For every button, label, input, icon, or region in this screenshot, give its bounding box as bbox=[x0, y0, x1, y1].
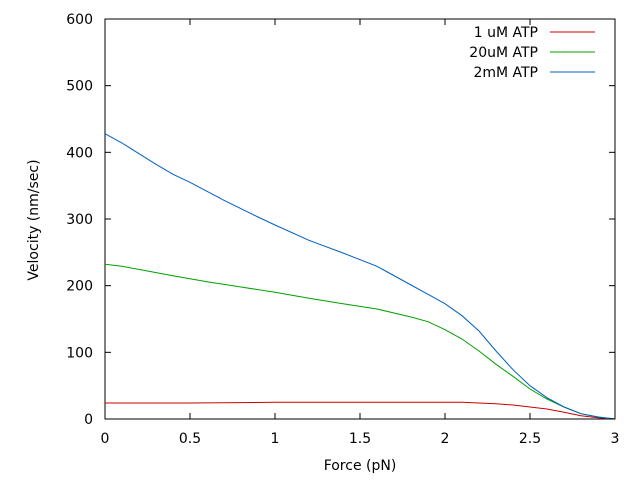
y-tick-label: 200 bbox=[66, 279, 93, 295]
y-tick-label: 100 bbox=[66, 345, 93, 361]
legend-label-2: 20uM ATP bbox=[469, 45, 538, 61]
x-tick-label: 2.5 bbox=[519, 431, 541, 447]
x-tick-label: 0.5 bbox=[179, 431, 201, 447]
y-tick-label: 0 bbox=[84, 412, 93, 428]
y-tick-label: 300 bbox=[66, 212, 93, 228]
legend-label-3: 2mM ATP bbox=[473, 65, 538, 81]
x-tick-label: 2 bbox=[441, 431, 450, 447]
series-group bbox=[104, 133, 616, 420]
y-tick-label: 500 bbox=[66, 79, 93, 95]
series-line-1 bbox=[105, 401, 616, 420]
plot-frame-group bbox=[104, 18, 616, 420]
x-tick-label: 3 bbox=[611, 431, 620, 447]
x-axis-label: Force (pN) bbox=[324, 458, 397, 474]
series-line-2 bbox=[104, 263, 616, 420]
y-axis-label: Velocity (nm/sec) bbox=[26, 159, 42, 280]
y-tick-label: 400 bbox=[66, 145, 93, 161]
tick-group: 0 0.5 1 1.5 2 2.5 3 0 100 200 300 400 500 600 bbox=[66, 12, 619, 447]
x-tick-label: 0 bbox=[101, 431, 110, 447]
series-line-3 bbox=[104, 133, 616, 420]
x-tick-label: 1 bbox=[271, 431, 280, 447]
plot-frame bbox=[104, 18, 616, 420]
y-tick-label: 600 bbox=[66, 12, 93, 28]
legend: 1 uM ATP 20uM ATP 2mM ATP bbox=[469, 25, 595, 81]
legend-label-1: 1 uM ATP bbox=[474, 25, 538, 41]
x-tick-label: 1.5 bbox=[349, 431, 371, 447]
